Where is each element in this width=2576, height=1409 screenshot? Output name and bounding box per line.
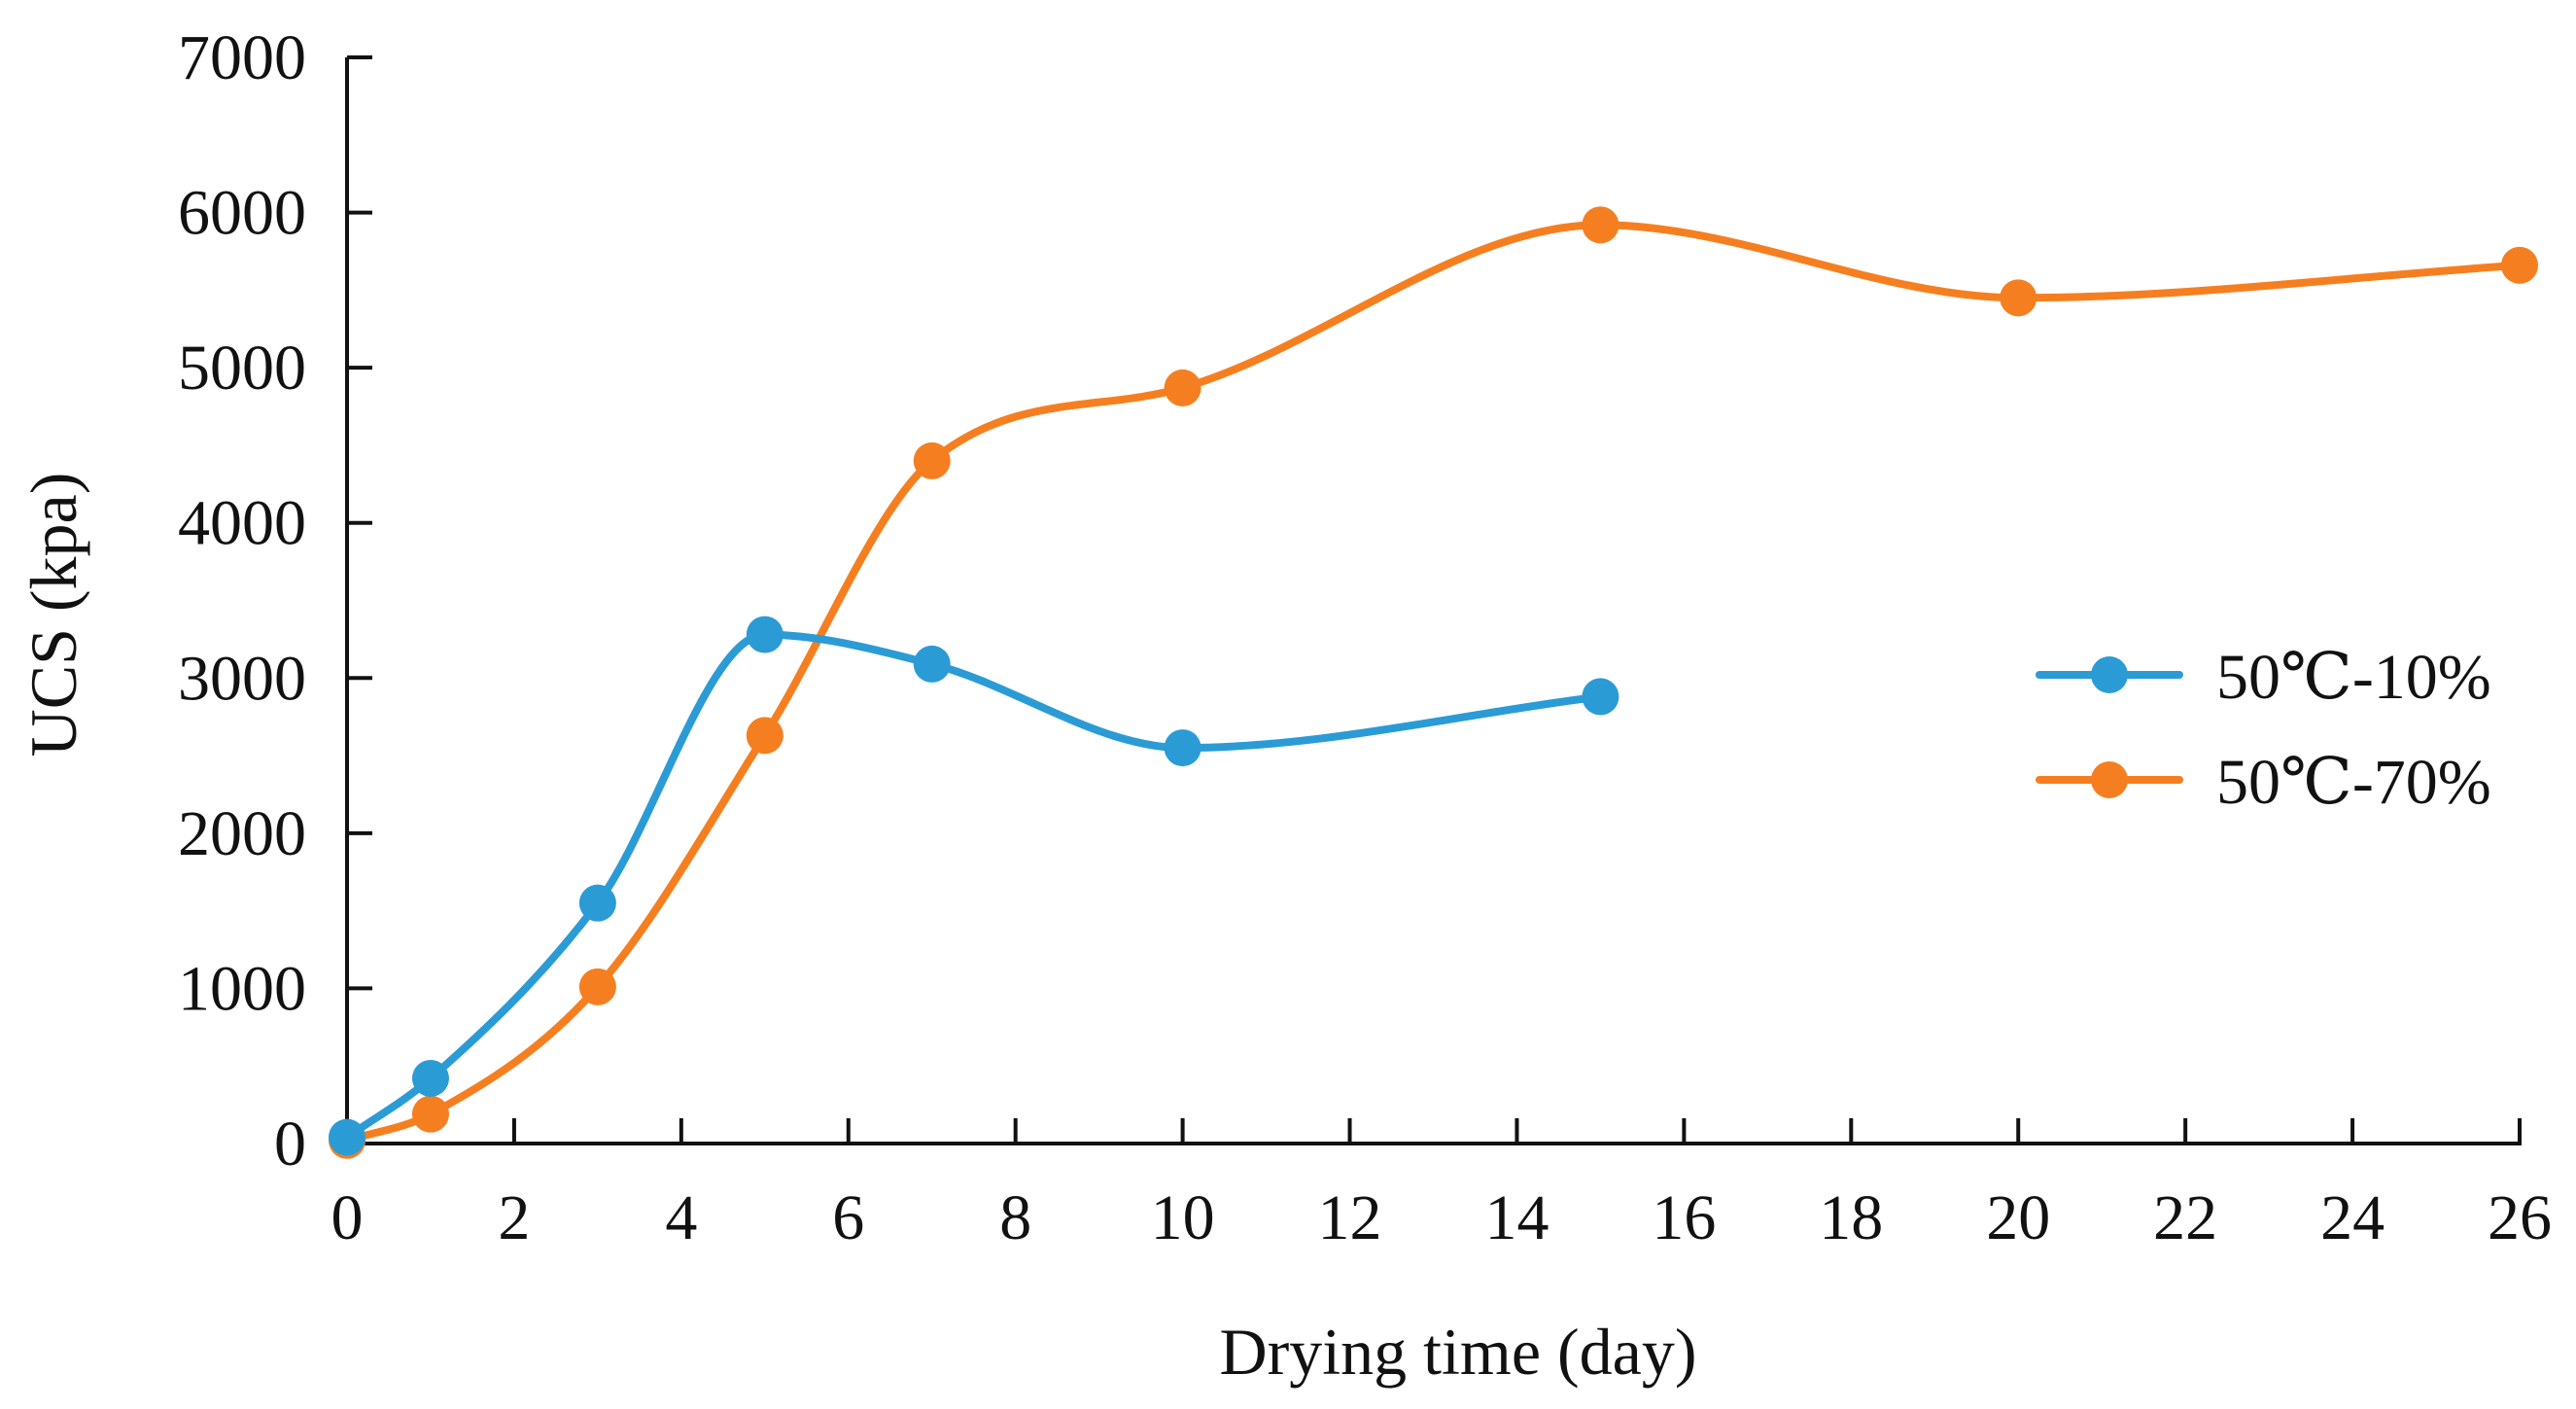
x-tick-label: 6 [832, 1182, 864, 1253]
data-point [746, 717, 783, 755]
data-point [913, 441, 951, 479]
data-point [411, 1095, 449, 1133]
x-tick-label: 12 [1318, 1182, 1382, 1253]
y-tick-label: 7000 [178, 22, 306, 93]
series-line [343, 221, 2524, 1145]
y-tick-label: 5000 [178, 333, 306, 404]
x-tick-label: 4 [665, 1182, 697, 1253]
x-tick-label: 14 [1484, 1182, 1549, 1253]
x-tick-label: 16 [1652, 1182, 1716, 1253]
x-tick-label: 22 [2153, 1182, 2217, 1253]
x-tick-label: 26 [2488, 1182, 2552, 1253]
data-point [329, 1118, 366, 1156]
data-point [1164, 369, 1201, 406]
data-point [913, 645, 951, 683]
data-point [1582, 206, 1619, 244]
y-tick-label: 2000 [178, 798, 306, 869]
data-point [578, 884, 616, 922]
legend-marker [2091, 761, 2128, 798]
x-tick-label: 24 [2320, 1182, 2385, 1253]
data-point [746, 616, 783, 653]
y-tick-label: 0 [274, 1109, 306, 1180]
data-point [1582, 678, 1619, 716]
x-tick-label: 10 [1151, 1182, 1215, 1253]
y-axis-title: UCS (kpa) [17, 473, 90, 757]
x-tick-label: 18 [1819, 1182, 1883, 1253]
y-tick-label: 4000 [178, 488, 306, 559]
x-tick-label: 2 [498, 1182, 530, 1253]
data-point [2501, 246, 2538, 284]
legend-label: 50℃-70% [2216, 747, 2491, 818]
data-point [1164, 729, 1201, 767]
series-2 [329, 206, 2538, 1159]
y-tick-label: 1000 [178, 953, 306, 1024]
series-1 [329, 616, 1619, 1156]
legend: 50℃-10% 50℃-70% [2036, 642, 2491, 818]
x-tick-label: 20 [1986, 1182, 2050, 1253]
legend-marker [2091, 656, 2128, 693]
y-tick-label: 6000 [178, 178, 306, 249]
series-line [343, 630, 1605, 1142]
x-tick-label: 0 [331, 1182, 364, 1253]
series-lines [329, 206, 2538, 1159]
data-point [2000, 279, 2037, 317]
data-point [411, 1059, 449, 1097]
legend-label: 50℃-10% [2216, 642, 2491, 713]
x-axis-title: Drying time (day) [1220, 1315, 1697, 1389]
y-tick-label: 3000 [178, 643, 306, 714]
x-tick-label: 8 [999, 1182, 1031, 1253]
data-point [578, 968, 616, 1005]
